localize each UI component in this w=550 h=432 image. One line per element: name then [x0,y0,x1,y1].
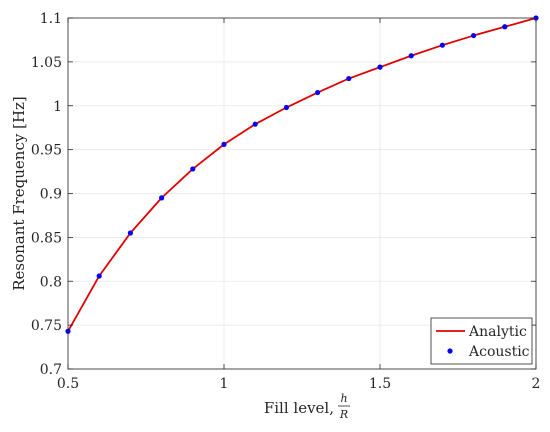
acoustic-data-point [346,75,352,82]
acoustic-data-point [315,89,321,96]
x-tick-label: 1 [220,376,229,392]
acoustic-data-point [127,230,133,236]
acoustic-data-point [377,64,383,70]
acoustic-data-point [159,195,165,201]
x-axis-title-fraction-denominator: R [339,408,348,421]
acoustic-data-point [408,53,414,59]
x-tick-label: 0.5 [57,376,79,392]
legend-box [430,317,533,365]
y-axis-title: Resonant Frequency [Hz] [10,96,28,291]
acoustic-data-point [283,104,289,111]
y-tick-label: 0.9 [40,187,62,203]
y-tick-label: 0.7 [40,362,62,378]
series-layer [65,15,539,334]
y-tick-label: 0.75 [31,318,62,334]
legend-analytic-label: Analytic [468,324,527,340]
x-axis-title-text: Fill level, [264,399,334,417]
y-tick-label: 0.85 [31,230,62,246]
x-tick-label: 1.5 [369,376,391,392]
y-tick-label: 1.1 [40,11,62,27]
y-tick-label: 0.8 [40,274,62,290]
legend-acoustic-marker [447,348,453,354]
analytic-series-line [67,17,537,332]
acoustic-data-point [439,42,445,48]
acoustic-data-point [190,166,196,172]
x-axis-title-fraction-numerator: h [340,392,347,405]
x-axis-title: Fill level, h R [264,392,350,421]
acoustic-data-point [96,273,102,279]
acoustic-data-point [252,121,258,127]
tick-layer: 0.5 1 1.5 2 0.7 0.75 0.8 0.85 0.9 0.95 1 1.05 1.1 [31,11,541,392]
y-tick-label: 1.05 [31,55,62,71]
acoustic-data-point [471,32,477,39]
grid-lines [67,17,537,370]
acoustic-data-point [221,141,227,147]
legend: Analytic Acoustic [430,317,533,365]
acoustic-data-point [502,24,508,30]
y-tick-label: 1 [53,99,62,115]
x-tick-label: 2 [532,376,541,392]
y-tick-label: 0.95 [31,143,62,159]
legend-acoustic-label: Acoustic [468,344,530,360]
